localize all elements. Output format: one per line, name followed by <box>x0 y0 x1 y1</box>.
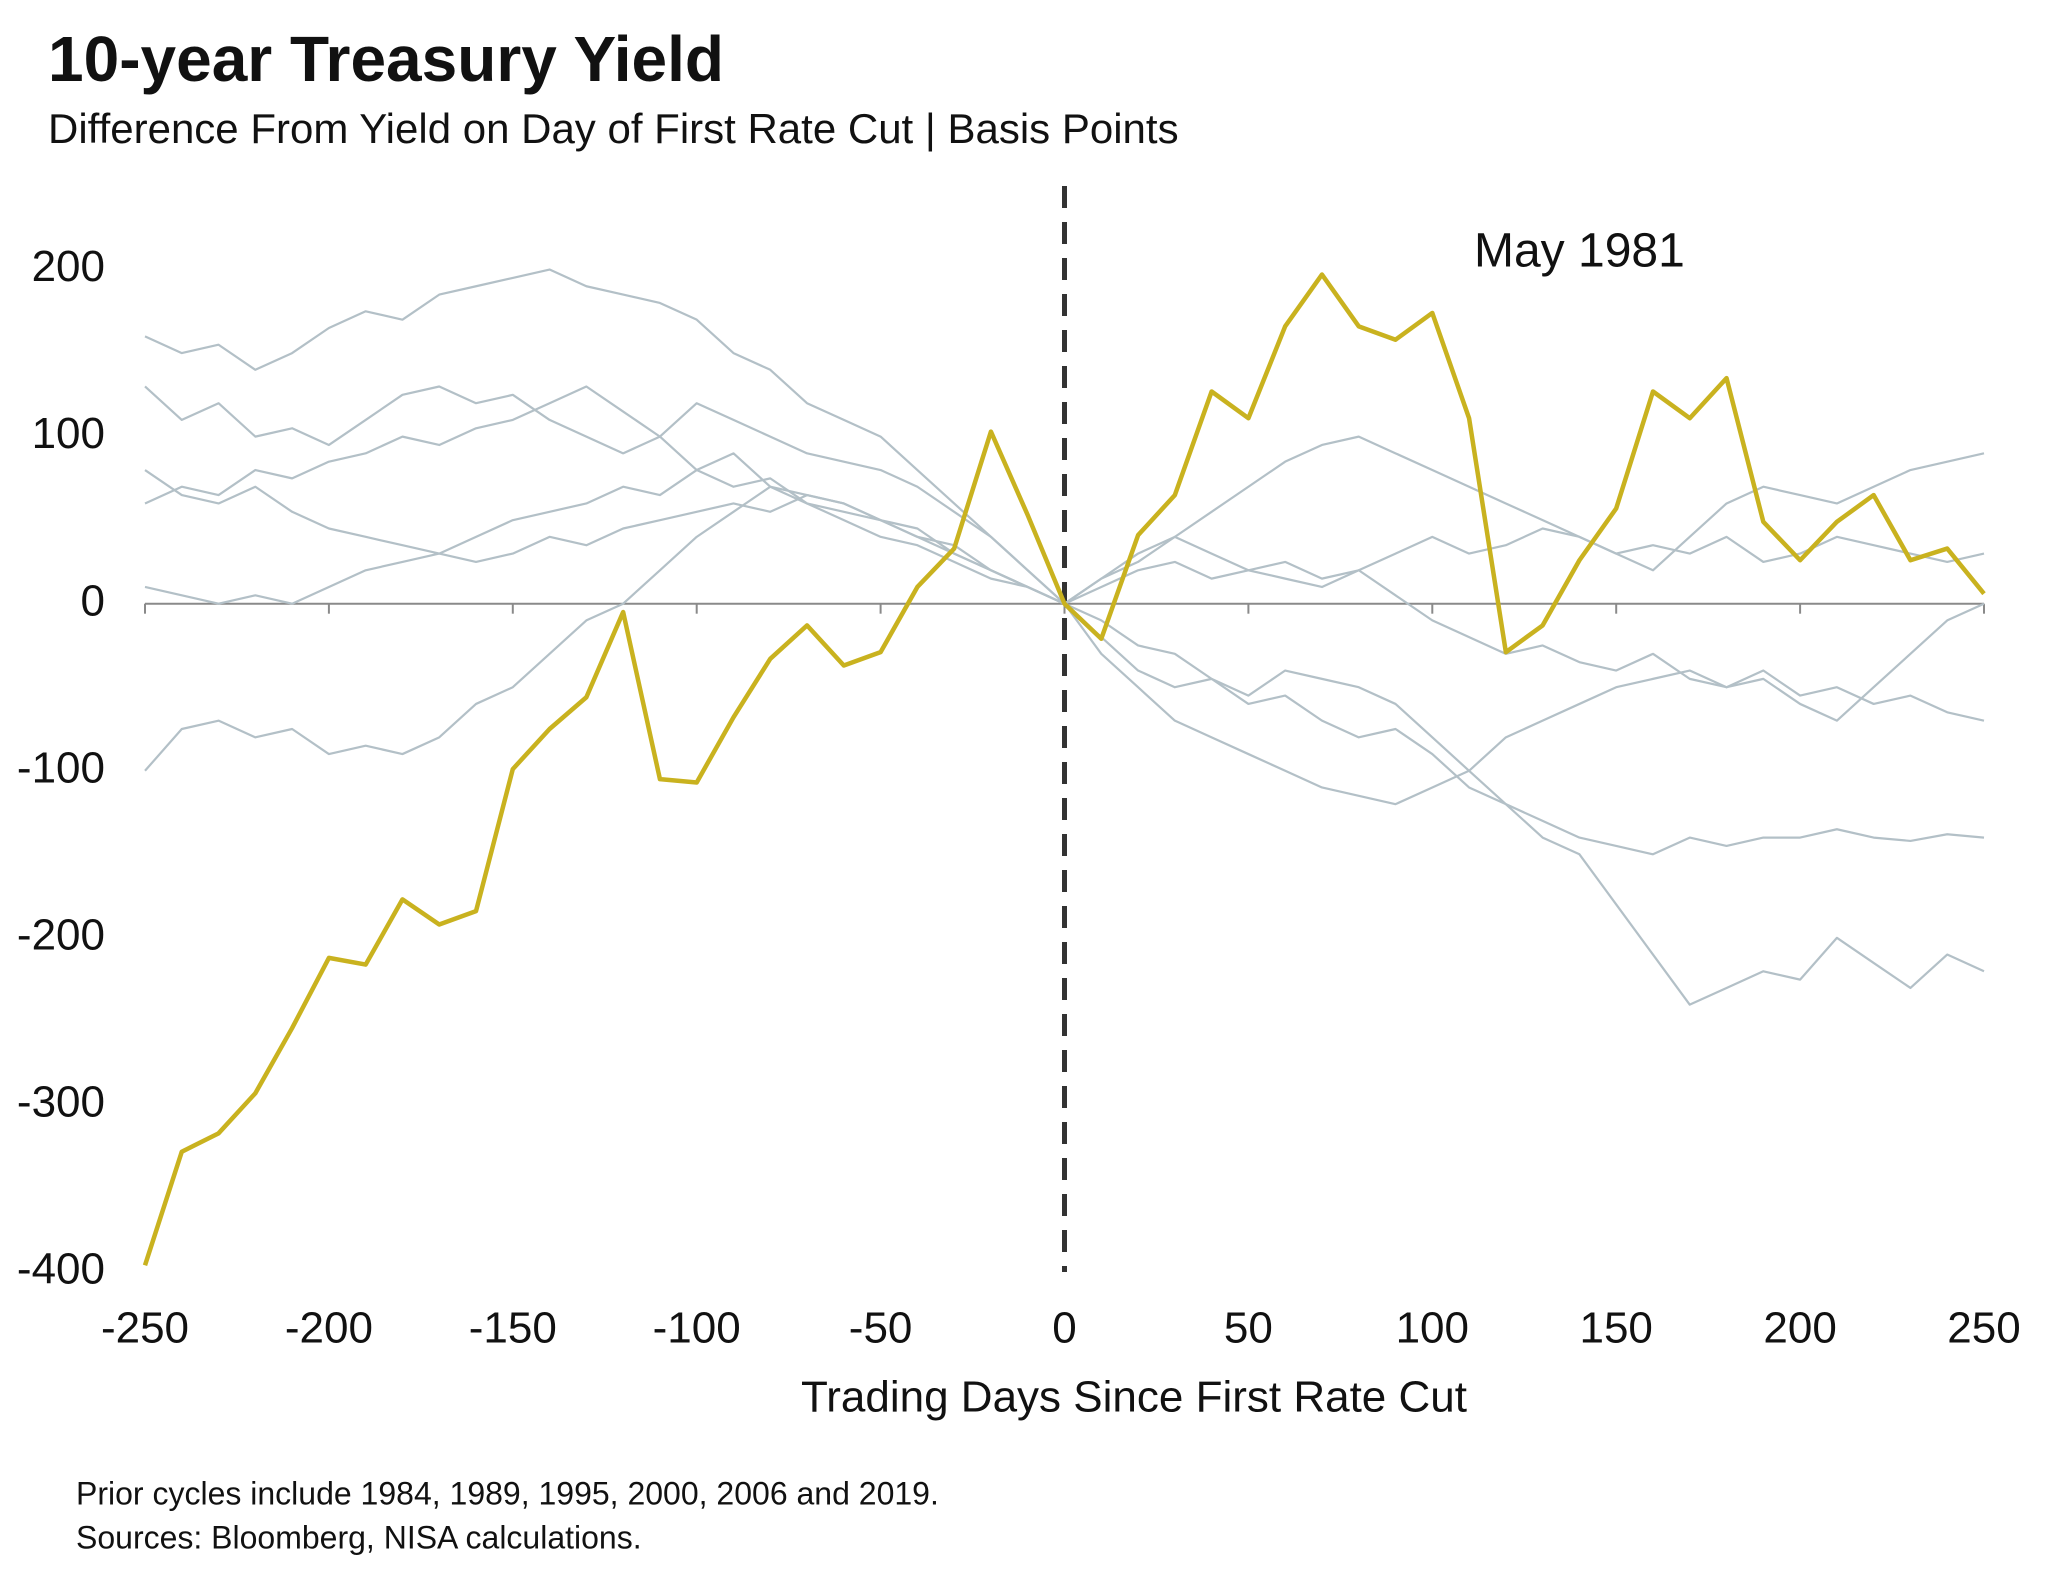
x-tick-label: -150 <box>469 1304 557 1353</box>
chart-title: 10-year Treasury Yield <box>48 23 724 95</box>
y-tick-label: -200 <box>17 910 105 959</box>
chart-subtitle: Difference From Yield on Day of First Ra… <box>48 105 1179 152</box>
x-tick-label: 200 <box>1763 1304 1836 1353</box>
x-tick-label: -100 <box>653 1304 741 1353</box>
x-tick-label: -50 <box>849 1304 913 1353</box>
footnote: Sources: Bloomberg, NISA calculations. <box>76 1519 642 1555</box>
x-tick-label: -200 <box>285 1304 373 1353</box>
x-tick-label: -250 <box>101 1304 189 1353</box>
series-line <box>144 485 1985 806</box>
x-tick-label: 0 <box>1052 1304 1076 1353</box>
x-tick-label: 50 <box>1224 1304 1273 1353</box>
y-tick-label: 100 <box>32 409 105 458</box>
y-tick-label: 200 <box>32 242 105 291</box>
x-tick-label: 250 <box>1947 1304 2020 1353</box>
y-tick-label: -300 <box>17 1078 105 1127</box>
x-tick-label: 150 <box>1579 1304 1652 1353</box>
x-tick-label: 100 <box>1396 1304 1469 1353</box>
y-tick-label: -400 <box>17 1245 105 1294</box>
x-axis-title: Trading Days Since First Rate Cut <box>801 1373 1467 1422</box>
y-tick-label: -100 <box>17 743 105 792</box>
highlight-line <box>142 272 1986 1267</box>
footnote: Prior cycles include 1984, 1989, 1995, 2… <box>76 1475 939 1511</box>
y-tick-label: 0 <box>81 576 105 625</box>
series-annotation: May 1981 <box>1474 225 1685 278</box>
